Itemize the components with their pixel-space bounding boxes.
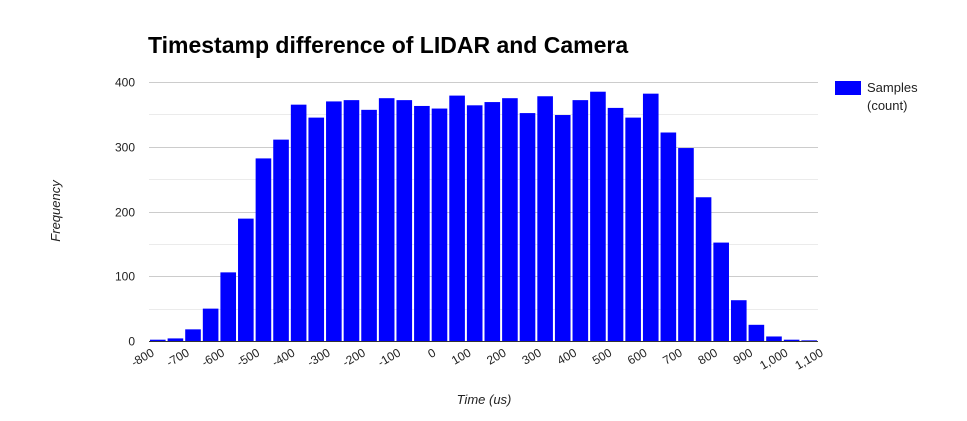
legend-label-line2: (count) (867, 98, 907, 113)
histogram-bar (607, 107, 624, 342)
histogram-bar (308, 117, 325, 341)
x-tick-label: 900 (731, 345, 756, 367)
histogram-bar (730, 300, 747, 341)
histogram-bar (678, 148, 694, 341)
histogram-bar (431, 108, 448, 341)
histogram-bar (660, 132, 677, 341)
x-tick-label: 100 (449, 345, 474, 367)
histogram-bar (449, 95, 465, 341)
histogram-bar (502, 98, 518, 341)
histogram-bar (220, 272, 237, 341)
x-tick-label: 0 (425, 345, 438, 361)
histogram-bar (150, 339, 166, 341)
histogram-bar (625, 117, 641, 341)
x-tick-label: 500 (590, 345, 615, 367)
histogram-bar (484, 102, 501, 341)
histogram-bar (343, 100, 360, 341)
histogram-bar (783, 339, 800, 341)
histogram-bar (326, 101, 342, 341)
x-tick-label: -800 (129, 345, 157, 369)
x-tick-label: 200 (484, 345, 509, 367)
x-tick-label: -200 (340, 345, 368, 369)
histogram-bar (202, 308, 219, 342)
histogram-bar (572, 100, 589, 341)
chart-title: Timestamp difference of LIDAR and Camera (148, 32, 628, 58)
y-axis-label: Frequency (48, 179, 63, 242)
histogram-bar (642, 93, 659, 341)
x-tick-label: 600 (625, 345, 650, 367)
histogram-bar (378, 98, 395, 341)
legend-swatch (835, 81, 861, 95)
y-tick-label: 100 (115, 270, 135, 284)
legend-label-line1: Samples (867, 80, 918, 95)
x-tick-label: -600 (199, 345, 227, 369)
x-tick-label: 1,000 (757, 345, 790, 372)
histogram-bar (748, 324, 765, 341)
x-tick-label: 300 (519, 345, 544, 367)
bars (150, 91, 817, 342)
y-tick-label: 0 (128, 335, 135, 349)
histogram-bar (801, 340, 817, 341)
x-tick-label: -400 (269, 345, 297, 369)
histogram-bar (766, 336, 782, 341)
histogram-bar (361, 109, 377, 341)
histogram-bar (590, 91, 606, 342)
x-tick-label: 800 (696, 345, 721, 367)
x-tick-label: -100 (375, 345, 403, 369)
x-tick-label: 1,100 (792, 345, 825, 372)
x-tick-label: 700 (660, 345, 685, 367)
histogram-bar (466, 105, 483, 341)
histogram-bar (414, 105, 430, 342)
histogram-bar (713, 242, 729, 341)
x-tick-label: -300 (305, 345, 333, 369)
y-tick-label: 300 (115, 141, 135, 155)
histogram-bar (273, 139, 289, 341)
histogram-bar (396, 100, 413, 341)
y-tick-label: 400 (115, 76, 135, 90)
x-tick-label: -500 (234, 345, 262, 369)
x-axis-ticks: -800 -700 -600 -500 -400 -300 -200 -100 0 100 200 3… (129, 345, 826, 372)
histogram-bar (255, 158, 272, 341)
histogram-bar (238, 218, 254, 341)
x-tick-label: 400 (555, 345, 580, 367)
histogram-bar (519, 113, 536, 341)
x-tick-label: -700 (164, 345, 192, 369)
histogram-bar (185, 329, 201, 341)
histogram-bar (167, 338, 184, 341)
histogram-bar (554, 115, 571, 342)
histogram-bar (695, 197, 712, 341)
histogram-bar (290, 104, 307, 341)
x-axis-label: Time (us) (457, 392, 512, 407)
y-tick-label: 200 (115, 206, 135, 220)
legend: Samples (count) (835, 80, 918, 113)
histogram-bar (537, 96, 553, 341)
y-axis-ticks: 0 100 200 300 400 (115, 76, 135, 349)
